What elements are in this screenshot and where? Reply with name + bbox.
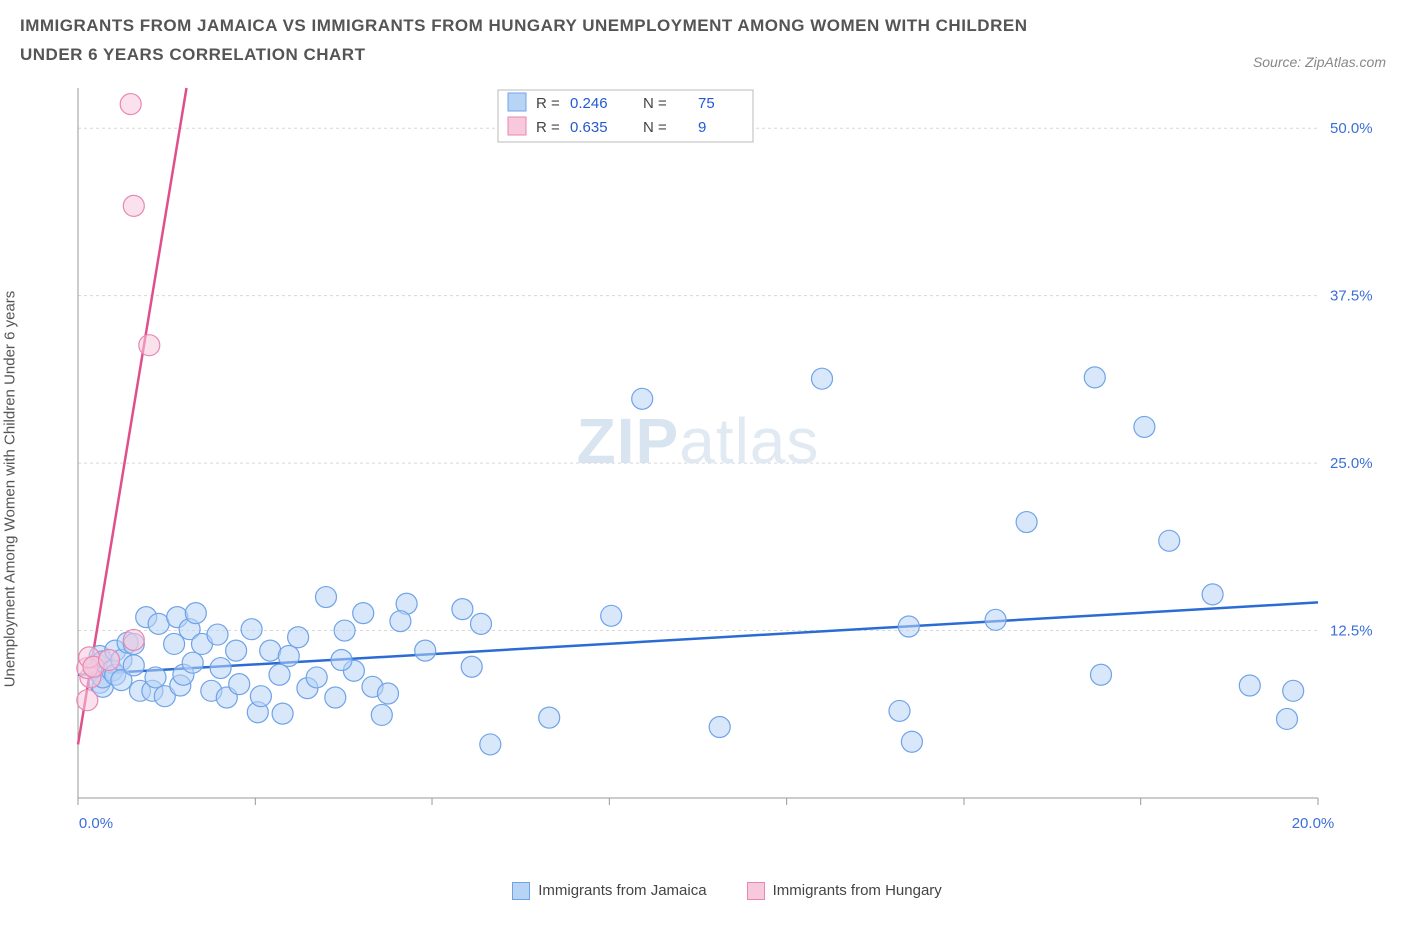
svg-text:75: 75: [698, 95, 715, 112]
svg-text:50.0%: 50.0%: [1330, 120, 1373, 137]
legend-label: Immigrants from Jamaica: [538, 882, 706, 899]
svg-text:0.246: 0.246: [570, 95, 608, 112]
svg-text:R =: R =: [536, 95, 560, 112]
svg-text:9: 9: [698, 119, 706, 136]
legend-label: Immigrants from Hungary: [773, 882, 942, 899]
svg-text:N =: N =: [643, 95, 667, 112]
chart-title: IMMIGRANTS FROM JAMAICA VS IMMIGRANTS FR…: [20, 12, 1070, 70]
scatter-chart: 12.5% 25.0% 37.5% 50.0% ZIPatlas 0.0% 20.0% R =…: [68, 78, 1378, 878]
svg-text:25.0%: 25.0%: [1330, 455, 1373, 472]
source-label: Source: ZipAtlas.com: [1253, 54, 1386, 70]
svg-text:R =: R =: [536, 119, 560, 136]
legend-swatch-pink: [747, 882, 765, 900]
svg-text:12.5%: 12.5%: [1330, 622, 1373, 639]
legend-item-hungary: Immigrants from Hungary: [747, 882, 942, 900]
bottom-legend: Immigrants from Jamaica Immigrants from …: [68, 882, 1386, 900]
legend-item-jamaica: Immigrants from Jamaica: [512, 882, 706, 900]
svg-text:N =: N =: [643, 119, 667, 136]
legend-swatch-blue: [512, 882, 530, 900]
svg-text:0.635: 0.635: [570, 119, 608, 136]
svg-text:20.0%: 20.0%: [1292, 815, 1335, 832]
svg-text:ZIPatlas: ZIPatlas: [577, 405, 820, 477]
svg-text:37.5%: 37.5%: [1330, 287, 1373, 304]
y-axis-label: Unemployment Among Women with Children U…: [2, 290, 19, 687]
svg-text:0.0%: 0.0%: [79, 815, 113, 832]
